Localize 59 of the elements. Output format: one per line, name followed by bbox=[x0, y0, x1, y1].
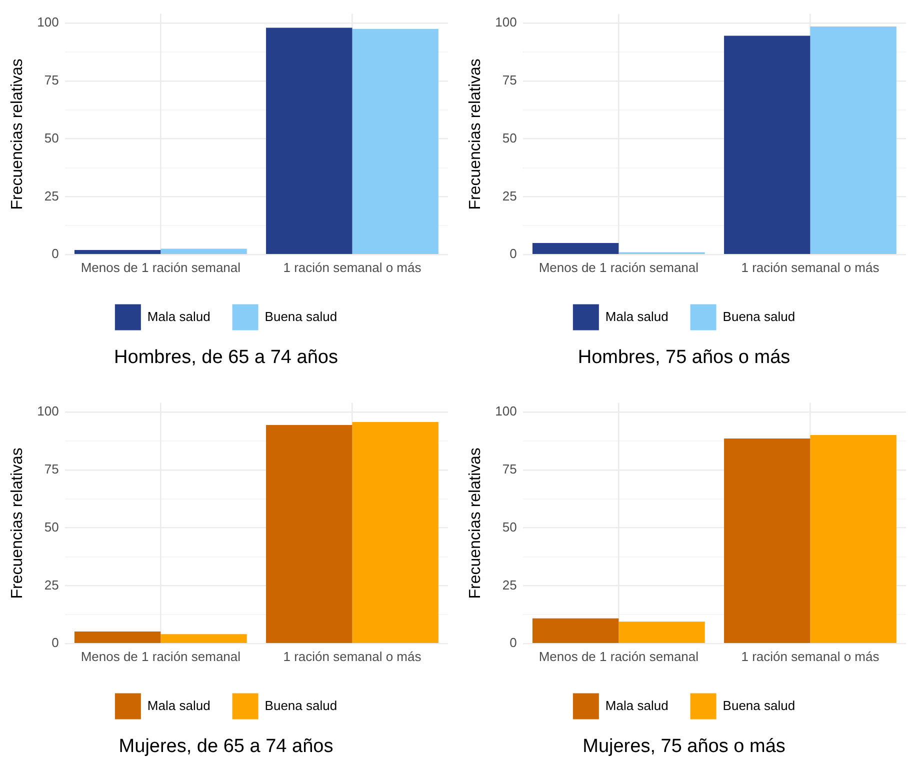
bar bbox=[618, 622, 705, 643]
y-tick-label: 0 bbox=[52, 635, 59, 650]
y-tick-label: 25 bbox=[44, 577, 59, 592]
y-tick-label: 75 bbox=[502, 462, 517, 477]
y-axis-title: Frecuencias relativas bbox=[9, 58, 26, 210]
y-tick-label: 25 bbox=[502, 188, 517, 204]
text: Mujeres, 75 años o más bbox=[582, 736, 786, 757]
x-tick-label: 1 ración semanal o más bbox=[283, 648, 422, 664]
legend-label: Buena salud bbox=[264, 698, 338, 713]
bar bbox=[724, 438, 810, 643]
bar bbox=[352, 28, 438, 254]
bar bbox=[266, 425, 352, 643]
bar bbox=[810, 26, 896, 254]
y-axis-title: Frecuencias relativas bbox=[467, 58, 484, 210]
x-tick-label: Menos de 1 ración semanal bbox=[538, 648, 699, 664]
text: Hombres, de 65 a 74 años bbox=[114, 346, 338, 368]
legend-label: Buena salud bbox=[264, 308, 338, 324]
legend-label: Mala salud bbox=[147, 698, 210, 713]
legend-label: Buena salud bbox=[722, 308, 796, 324]
legend-label: Buena salud bbox=[722, 698, 796, 713]
y-tick-label: 50 bbox=[44, 519, 59, 534]
x-tick-label: Menos de 1 ración semanal bbox=[80, 260, 241, 275]
y-tick-label: 25 bbox=[44, 188, 59, 204]
y-tick-label: 75 bbox=[44, 462, 59, 477]
y-axis-title: Frecuencias relativas bbox=[9, 448, 26, 599]
y-tick-label: 75 bbox=[44, 72, 59, 88]
y-tick-label: 100 bbox=[495, 404, 517, 419]
y-axis-title: Frecuencias relativas bbox=[467, 448, 484, 599]
legend-label: Mala salud bbox=[147, 308, 210, 324]
bar bbox=[74, 250, 161, 254]
bar bbox=[532, 243, 619, 254]
y-tick-label: 100 bbox=[495, 14, 517, 30]
x-tick-label: 1 ración semanal o más bbox=[741, 648, 880, 664]
legend-label: Mala salud bbox=[605, 698, 668, 713]
x-tick-label: 1 ración semanal o más bbox=[741, 260, 880, 275]
x-tick-label: Menos de 1 ración semanal bbox=[80, 648, 241, 664]
y-tick-label: 50 bbox=[502, 519, 517, 534]
bar bbox=[266, 28, 352, 254]
bar bbox=[352, 422, 438, 643]
x-tick-label: Menos de 1 ración semanal bbox=[538, 260, 699, 275]
y-tick-label: 25 bbox=[502, 577, 517, 592]
x-tick-label: 1 ración semanal o más bbox=[283, 260, 422, 275]
y-tick-label: 50 bbox=[44, 130, 59, 146]
y-tick-label: 0 bbox=[510, 246, 517, 262]
text: Hombres, 75 años o más bbox=[578, 346, 790, 368]
y-tick-label: 0 bbox=[510, 635, 517, 650]
legend-label: Mala salud bbox=[605, 308, 668, 324]
y-tick-label: 75 bbox=[502, 72, 517, 88]
bar bbox=[532, 618, 619, 643]
text: Mujeres, de 65 a 74 años bbox=[118, 736, 334, 757]
y-tick-label: 0 bbox=[52, 246, 59, 262]
bar bbox=[810, 434, 896, 643]
bar bbox=[160, 248, 247, 254]
bar bbox=[160, 634, 247, 643]
y-tick-label: 100 bbox=[37, 14, 59, 30]
bar bbox=[724, 36, 810, 254]
y-tick-label: 50 bbox=[502, 130, 517, 146]
y-tick-label: 100 bbox=[37, 404, 59, 419]
bar bbox=[74, 632, 161, 643]
